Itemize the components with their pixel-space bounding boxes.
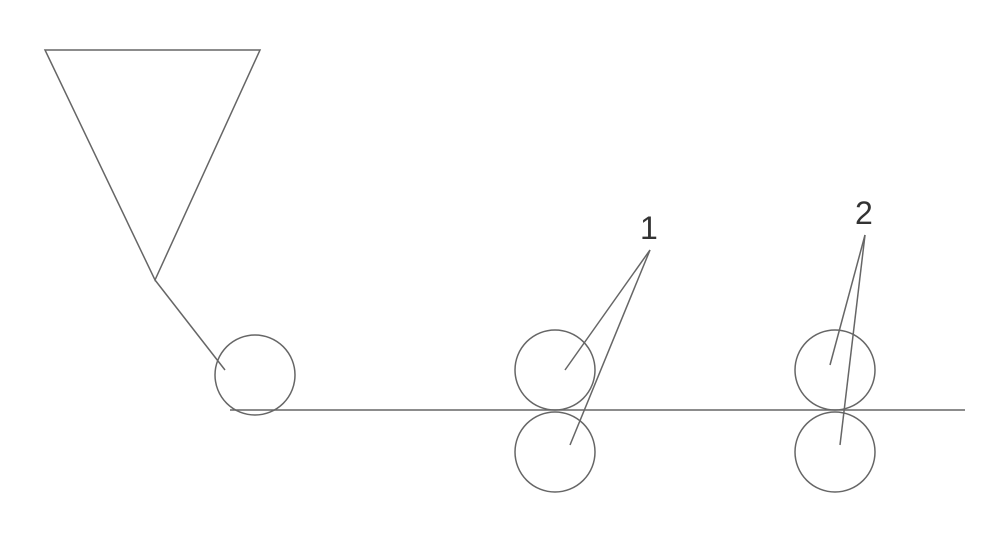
callout-label-2: 2 <box>855 195 873 232</box>
callout-label-1: 1 <box>640 210 658 247</box>
roller-pair-2-bottom <box>795 412 875 492</box>
leader-line-1-2 <box>570 250 650 445</box>
hopper-triangle <box>45 50 260 280</box>
schematic-diagram <box>0 0 1000 559</box>
roller-pair-1-top <box>515 330 595 410</box>
leader-line-2-1 <box>830 235 865 365</box>
roller-pair-2-top <box>795 330 875 410</box>
feed-line <box>155 280 225 370</box>
guide-roller <box>215 335 295 415</box>
roller-pair-1-bottom <box>515 412 595 492</box>
